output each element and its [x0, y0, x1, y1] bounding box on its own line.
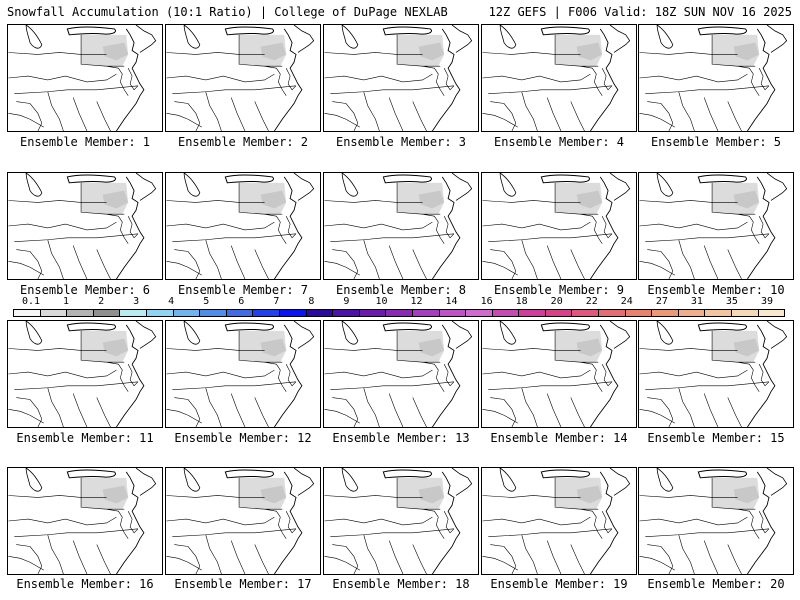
colorbar-tick-label: 22 — [585, 296, 598, 307]
ensemble-member-map — [165, 172, 321, 280]
colorbar-swatch — [519, 310, 546, 316]
colorbar-swatch — [253, 310, 280, 316]
ensemble-member-label: Ensemble Member: 10 — [647, 283, 785, 297]
colorbar-tick-label: 16 — [480, 296, 493, 307]
colorbar-tick-label: 9 — [343, 296, 350, 307]
colorbar-swatch — [200, 310, 227, 316]
colorbar-swatch — [386, 310, 413, 316]
ensemble-member-map — [323, 320, 479, 428]
colorbar-swatch — [732, 310, 759, 316]
ensemble-member-label: Ensemble Member: 9 — [493, 283, 625, 297]
colorbar-tick-label: 10 — [375, 296, 388, 307]
ensemble-member-label: Ensemble Member: 2 — [177, 135, 309, 149]
ensemble-member-map — [638, 24, 794, 132]
colorbar-swatch — [93, 310, 121, 316]
ensemble-member-map — [165, 24, 321, 132]
ensemble-member-label: Ensemble Member: 18 — [332, 577, 470, 591]
colorbar-swatch — [67, 310, 94, 316]
ensemble-member-map — [638, 172, 794, 280]
ensemble-member-label: Ensemble Member: 20 — [647, 577, 785, 591]
ensemble-member-label: Ensemble Member: 19 — [490, 577, 628, 591]
ensemble-member-label: Ensemble Member: 16 — [16, 577, 154, 591]
colorbar-swatch — [40, 310, 68, 316]
ensemble-member-map — [7, 172, 163, 280]
colorbar-swatch — [705, 310, 733, 316]
colorbar-tick-label: 2 — [98, 296, 105, 307]
colorbar-tick-label: 0.1 — [21, 296, 41, 307]
ensemble-member-map — [7, 320, 163, 428]
colorbar-tick-label: 12 — [410, 296, 423, 307]
colorbar-swatch — [173, 310, 201, 316]
ensemble-member-map — [7, 467, 163, 575]
colorbar-swatch — [359, 310, 387, 316]
ensemble-member-map — [481, 467, 637, 575]
colorbar-swatch — [306, 310, 334, 316]
ensemble-member-label: Ensemble Member: 15 — [647, 431, 785, 445]
colorbar-tick-label: 8 — [308, 296, 315, 307]
colorbar-swatch — [14, 310, 41, 316]
ensemble-member-map — [638, 467, 794, 575]
colorbar-tick-label: 39 — [760, 296, 774, 307]
colorbar-tick-label: 24 — [620, 296, 633, 307]
colorbar-tick-label: 3 — [133, 296, 140, 307]
colorbar-swatch — [625, 310, 653, 316]
ensemble-member-label: Ensemble Member: 13 — [332, 431, 470, 445]
ensemble-member-label: Ensemble Member: 4 — [493, 135, 625, 149]
colorbar-swatch — [545, 310, 573, 316]
colorbar-tick-label: 1 — [63, 296, 70, 307]
ensemble-member-map — [638, 320, 794, 428]
ensemble-member-label: Ensemble Member: 5 — [650, 135, 782, 149]
colorbar-swatch — [652, 310, 679, 316]
ensemble-member-label: Ensemble Member: 6 — [19, 283, 151, 297]
colorbar-swatch — [226, 310, 254, 316]
map-title: Snowfall Accumulation (10:1 Ratio) | Col… — [7, 5, 448, 19]
colorbar-swatch — [439, 310, 467, 316]
snowfall-colorbar: 0.1 1 2 3 4 5 6 7 8 9 10 12 14 16 18 20 22 24 27 31 35 39 — [13, 296, 785, 320]
ensemble-member-map — [323, 172, 479, 280]
ensemble-member-label: Ensemble Member: 7 — [177, 283, 309, 297]
ensemble-member-map — [481, 320, 637, 428]
colorbar-swatch — [466, 310, 493, 316]
colorbar-swatch — [146, 310, 174, 316]
colorbar-swatch — [492, 310, 520, 316]
colorbar-tick-label: 6 — [238, 296, 245, 307]
colorbar-strip — [13, 309, 785, 317]
colorbar-swatch — [599, 310, 626, 316]
ensemble-member-label: Ensemble Member: 1 — [19, 135, 151, 149]
colorbar-tick-label: 14 — [445, 296, 458, 307]
ensemble-member-label: Ensemble Member: 11 — [16, 431, 154, 445]
colorbar-swatch — [120, 310, 147, 316]
ensemble-member-map — [323, 24, 479, 132]
colorbar-tick-label: 20 — [550, 296, 563, 307]
ensemble-member-label: Ensemble Member: 12 — [174, 431, 312, 445]
colorbar-tick-label: 27 — [655, 296, 668, 307]
colorbar-swatch — [678, 310, 706, 316]
colorbar-tick-label: 7 — [273, 296, 280, 307]
colorbar-swatch — [572, 310, 600, 316]
ensemble-member-label: Ensemble Member: 3 — [335, 135, 467, 149]
colorbar-tick-label: 18 — [515, 296, 528, 307]
ensemble-member-map — [165, 467, 321, 575]
ensemble-member-label: Ensemble Member: 14 — [490, 431, 628, 445]
colorbar-swatch — [758, 310, 785, 316]
ensemble-member-map — [323, 467, 479, 575]
colorbar-swatch — [333, 310, 360, 316]
ensemble-member-map — [165, 320, 321, 428]
colorbar-tick-label: 4 — [168, 296, 175, 307]
ensemble-member-label: Ensemble Member: 8 — [335, 283, 467, 297]
colorbar-tick-label: 31 — [690, 296, 703, 307]
valid-time-label: 12Z GEFS | F006 Valid: 18Z SUN NOV 16 20… — [488, 5, 792, 19]
colorbar-swatch — [279, 310, 307, 316]
ensemble-member-map — [7, 24, 163, 132]
colorbar-swatch — [412, 310, 440, 316]
ensemble-member-map — [481, 24, 637, 132]
colorbar-tick-label: 5 — [203, 296, 210, 307]
ensemble-member-map — [481, 172, 637, 280]
colorbar-tick-label: 35 — [725, 296, 738, 307]
ensemble-member-label: Ensemble Member: 17 — [174, 577, 312, 591]
